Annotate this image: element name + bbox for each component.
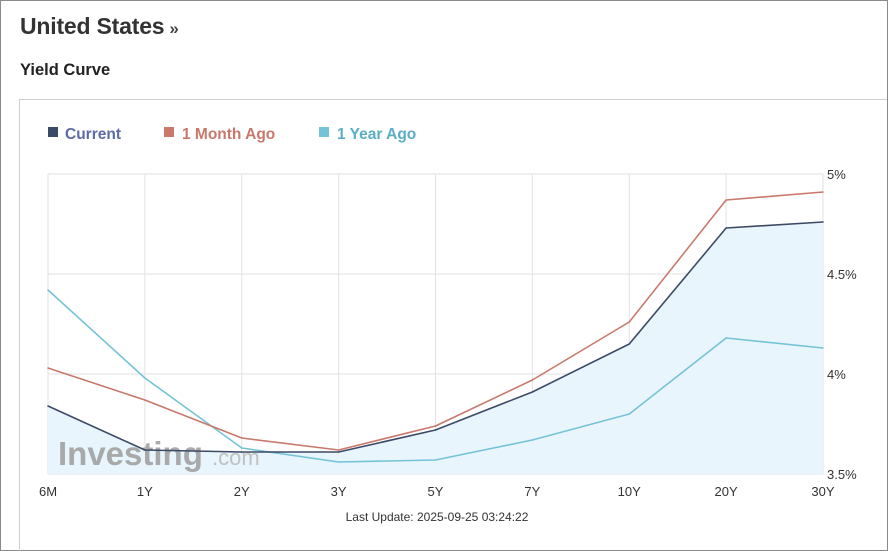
x-tick-label-3Y: 3Y	[331, 484, 347, 499]
point-year-ago-1Y[interactable]	[144, 377, 146, 379]
point-current-3Y[interactable]	[337, 451, 340, 453]
page-title[interactable]: United States»	[20, 13, 179, 40]
x-tick-label-5Y: 5Y	[428, 484, 444, 499]
point-current-10Y[interactable]	[628, 343, 631, 345]
legend-swatch-year-ago	[319, 127, 329, 137]
point-month-ago-7Y[interactable]	[531, 379, 534, 381]
watermark-suffix: .com	[212, 445, 260, 470]
legend-item-current[interactable]: Current	[48, 126, 121, 143]
point-current-7Y[interactable]	[531, 391, 534, 393]
point-month-ago-30Y[interactable]	[822, 191, 824, 193]
point-current-20Y[interactable]	[725, 227, 727, 229]
point-year-ago-20Y[interactable]	[725, 337, 727, 339]
point-year-ago-10Y[interactable]	[628, 413, 631, 415]
x-tick-label-6M: 6M	[39, 484, 57, 499]
point-month-ago-5Y[interactable]	[434, 425, 437, 427]
y-tick-label-0: 5%	[827, 167, 846, 182]
point-month-ago-6M[interactable]	[47, 367, 49, 369]
legend-swatch-month-ago	[164, 127, 174, 137]
point-month-ago-3Y[interactable]	[337, 449, 340, 451]
legend-label-current[interactable]: Current	[65, 126, 121, 143]
point-month-ago-20Y[interactable]	[725, 199, 727, 201]
point-year-ago-30Y[interactable]	[822, 347, 824, 349]
legend-label-month-ago[interactable]: 1 Month Ago	[182, 126, 275, 143]
point-year-ago-6M[interactable]	[47, 289, 49, 291]
point-current-1Y[interactable]	[144, 449, 146, 451]
legend-item-month-ago[interactable]: 1 Month Ago	[164, 126, 275, 143]
point-current-2Y[interactable]	[240, 451, 243, 453]
legend: Current 1 Month Ago 1 Year Ago	[48, 126, 416, 143]
x-tick-label-2Y: 2Y	[234, 484, 250, 499]
x-tick-label-20Y: 20Y	[715, 484, 738, 499]
legend-item-year-ago[interactable]: 1 Year Ago	[319, 126, 416, 143]
chevron-right-icon[interactable]: »	[169, 19, 179, 38]
y-axis-labels: 5% 4.5% 4% 3.5%	[827, 167, 857, 482]
x-tick-label-30Y: 30Y	[811, 484, 834, 499]
watermark-brand: Investing	[58, 435, 203, 472]
point-current-5Y[interactable]	[434, 429, 437, 431]
page-title-text[interactable]: United States	[20, 13, 165, 39]
legend-swatch-current	[48, 127, 58, 137]
current-area-fill	[48, 222, 823, 474]
y-tick-label-3: 3.5%	[827, 467, 857, 482]
y-tick-label-1: 4.5%	[827, 267, 857, 282]
point-month-ago-1Y[interactable]	[144, 399, 146, 401]
x-tick-label-10Y: 10Y	[618, 484, 641, 499]
watermark: Investing .com	[58, 435, 260, 472]
point-year-ago-2Y[interactable]	[240, 447, 243, 449]
point-year-ago-3Y[interactable]	[337, 461, 340, 463]
y-tick-label-2: 4%	[827, 367, 846, 382]
point-current-6M[interactable]	[47, 405, 49, 407]
point-month-ago-10Y[interactable]	[628, 321, 631, 323]
point-month-ago-2Y[interactable]	[240, 437, 243, 439]
section-title: Yield Curve	[20, 61, 111, 79]
point-current-30Y[interactable]	[822, 221, 824, 223]
legend-label-year-ago[interactable]: 1 Year Ago	[337, 126, 416, 143]
x-axis-labels: 6M 1Y 2Y 3Y 5Y 7Y 10Y 20Y 30Y	[39, 484, 835, 499]
last-update-label: Last Update: 2025-09-25 03:24:22	[346, 510, 529, 524]
point-year-ago-7Y[interactable]	[531, 439, 534, 441]
point-year-ago-5Y[interactable]	[434, 459, 437, 461]
x-tick-label-1Y: 1Y	[137, 484, 153, 499]
series-lines	[47, 191, 824, 463]
chart-container	[19, 99, 887, 551]
x-tick-label-7Y: 7Y	[524, 484, 540, 499]
